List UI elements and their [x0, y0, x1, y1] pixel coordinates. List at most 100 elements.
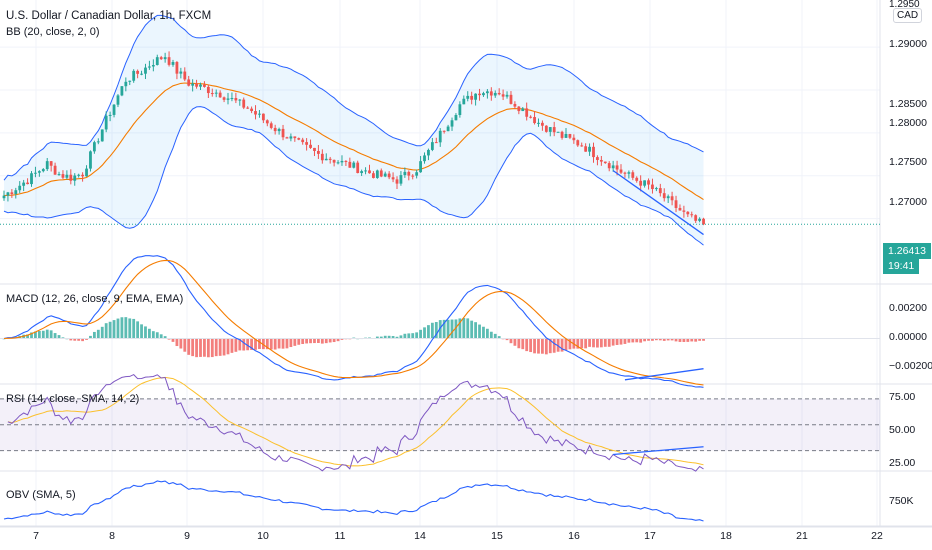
macd-histogram-bar	[525, 338, 529, 352]
macd-signal-line	[3, 259, 704, 386]
time-tick: 18	[720, 530, 732, 542]
candle-body	[203, 84, 206, 87]
macd-histogram-bar	[423, 327, 426, 339]
candle-body	[210, 93, 214, 95]
macd-histogram-bar	[301, 338, 305, 345]
candle-body	[305, 142, 309, 145]
candle-body	[41, 169, 45, 172]
candle-body	[682, 210, 686, 212]
candle-body	[387, 173, 391, 178]
macd-histogram-bar	[419, 329, 422, 339]
macd-histogram-bar	[191, 338, 195, 357]
candle-body	[30, 173, 33, 185]
macd-histogram-bar	[548, 338, 552, 354]
candle-body	[214, 92, 218, 94]
macd-histogram-bar	[580, 338, 584, 349]
candle-body	[108, 114, 112, 116]
candle-body	[666, 196, 670, 199]
candle-body	[163, 57, 167, 60]
candle-body	[49, 161, 53, 166]
macd-histogram-bar	[293, 338, 297, 346]
candle-body	[580, 145, 584, 147]
bb-indicator-label[interactable]: BB (20, close, 2, 0)	[6, 26, 100, 38]
macd-indicator-label[interactable]: MACD (12, 26, close, 9, EMA, EMA)	[6, 293, 184, 305]
candle-body	[179, 71, 183, 74]
candle-body	[171, 62, 175, 65]
candle-body	[690, 214, 694, 216]
macd-histogram-bar	[340, 338, 344, 340]
candle-body	[670, 196, 674, 201]
macd-histogram-bar	[375, 336, 379, 339]
obv-tick: 750K	[889, 495, 914, 507]
candle-body	[2, 195, 6, 199]
macd-histogram-bar	[533, 338, 536, 354]
candle-body	[564, 134, 568, 138]
candle-body	[34, 172, 37, 174]
macd-histogram-bar	[332, 338, 336, 343]
macd-histogram-bar	[564, 338, 568, 351]
macd-histogram-bar	[678, 338, 682, 342]
candle-body	[482, 93, 485, 96]
macd-histogram-bar	[427, 325, 430, 339]
candle-body	[662, 193, 666, 199]
candle-body	[320, 153, 324, 161]
candle-body	[643, 180, 646, 186]
macd-histogram-bar	[411, 333, 415, 339]
candle-body	[100, 129, 104, 142]
macd-histogram-bar	[148, 328, 151, 339]
candle-body	[73, 175, 77, 181]
macd-histogram-bar	[623, 338, 627, 344]
candle-body	[615, 165, 619, 170]
candle-body	[537, 122, 540, 124]
candle-body	[151, 65, 155, 67]
macd-histogram-bar	[482, 326, 485, 339]
macd-histogram-bar	[462, 317, 466, 339]
candle-body	[112, 104, 116, 115]
candle-body	[599, 159, 603, 162]
macd-histogram-bar	[395, 336, 399, 339]
macd-histogram-bar	[250, 338, 253, 350]
macd-histogram-bar	[238, 338, 242, 351]
candle-body	[454, 115, 458, 121]
macd-histogram-bar	[588, 338, 591, 347]
macd-histogram-bar	[521, 338, 525, 350]
candle-body	[277, 128, 281, 132]
candle-body	[379, 170, 383, 177]
candle-body	[592, 146, 595, 158]
obv-indicator-label[interactable]: OBV (SMA, 5)	[6, 489, 76, 501]
chart-title: U.S. Dollar / Canadian Dollar, 1h, FXCM	[6, 10, 212, 22]
candle-body	[128, 80, 132, 82]
candle-body	[175, 62, 179, 74]
candle-body	[140, 73, 143, 75]
candle-body	[77, 174, 81, 176]
candle-body	[521, 108, 525, 112]
candle-body	[57, 174, 61, 176]
macd-histogram-bar	[446, 319, 450, 339]
candle-body	[368, 170, 371, 174]
macd-histogram-bar	[179, 338, 183, 349]
candle-body	[281, 128, 285, 138]
support-trendline	[612, 170, 704, 236]
rsi-indicator-label[interactable]: RSI (14, close, SMA, 14, 2)	[6, 393, 140, 405]
macd-histogram-bar	[77, 338, 81, 341]
candle-body	[450, 120, 454, 127]
candle-body	[96, 141, 100, 143]
candle-body	[619, 169, 623, 173]
candle-body	[230, 98, 234, 100]
candle-body	[603, 161, 607, 164]
macd-histogram-bar	[336, 338, 340, 342]
macd-histogram-bar	[317, 338, 320, 343]
candle-body	[61, 174, 65, 178]
candle-body	[167, 57, 171, 65]
candle-body	[678, 207, 682, 211]
time-tick: 9	[184, 530, 190, 542]
candle-body	[647, 180, 650, 185]
candle-body	[446, 126, 450, 132]
candle-body	[155, 57, 159, 66]
currency-button[interactable]: CAD	[893, 8, 923, 23]
macd-histogram-bar	[210, 338, 214, 358]
macd-histogram-bar	[230, 338, 234, 353]
candle-body	[234, 98, 238, 101]
candle-body	[686, 211, 690, 215]
